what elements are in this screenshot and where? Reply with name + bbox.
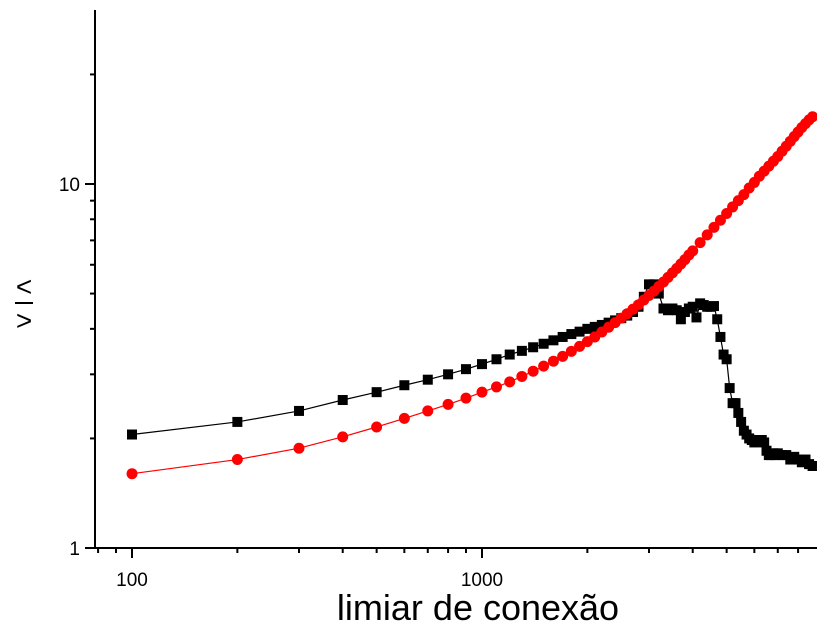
series-0-point xyxy=(687,301,698,312)
x-axis-title: limiar de conexão xyxy=(337,587,619,628)
series-1-point xyxy=(701,229,713,241)
series-1-point xyxy=(538,360,550,372)
series-0-point xyxy=(736,416,747,427)
y-axis-label: < > xyxy=(15,271,33,336)
series-0-point xyxy=(337,395,348,406)
series-1-point xyxy=(126,468,138,480)
series-0-point xyxy=(675,314,686,325)
series-1-point xyxy=(687,245,699,257)
series-0-point xyxy=(574,326,585,337)
y-tick-label: 10 xyxy=(59,175,80,196)
series-1-point xyxy=(694,237,706,249)
series-0-point xyxy=(504,349,515,360)
ticks-layer: 100 1000 1 10 xyxy=(59,73,800,591)
y-label-bottom: > xyxy=(16,305,32,336)
series-1-point xyxy=(708,221,720,233)
series-1-point xyxy=(422,405,434,417)
series-0-point xyxy=(127,429,137,440)
series-0-point xyxy=(491,354,502,365)
series-0-point xyxy=(293,405,304,416)
series-0-point xyxy=(589,321,600,332)
series-0-point xyxy=(721,354,732,365)
series-0-point xyxy=(671,305,682,316)
series-1-point xyxy=(527,365,539,377)
series-0-point xyxy=(596,319,607,330)
series-0-point xyxy=(807,460,817,471)
series-0-point xyxy=(566,329,577,340)
y-tick-label: 1 xyxy=(69,539,80,560)
series-1-point xyxy=(565,345,577,357)
series-1-point xyxy=(231,454,243,466)
series-0-point xyxy=(477,359,487,370)
x-tick-label: 1000 xyxy=(461,570,503,591)
series-0-point xyxy=(557,331,568,342)
series-1-point xyxy=(547,355,559,367)
series-0-point xyxy=(715,331,726,342)
series-0-point xyxy=(528,342,539,353)
series-0-point xyxy=(538,338,549,349)
series-0-point xyxy=(582,323,593,334)
series-0-point xyxy=(724,383,735,394)
series-0-point xyxy=(733,407,744,418)
series-0-point xyxy=(691,312,702,323)
series-0-point xyxy=(759,437,770,448)
series-0-point xyxy=(232,416,243,427)
series-1-point xyxy=(442,398,454,410)
series-1-point xyxy=(504,376,516,388)
series-1-point xyxy=(371,421,383,433)
series-layer xyxy=(126,111,817,480)
series-1-point xyxy=(557,350,569,362)
series-0-point xyxy=(516,345,527,356)
series-0-point xyxy=(371,387,382,398)
series-0-point xyxy=(399,380,410,391)
series-0-point xyxy=(422,374,433,385)
series-1-point xyxy=(460,392,472,404)
series-1-point xyxy=(476,386,488,398)
axes-layer xyxy=(94,10,817,549)
series-1-point xyxy=(398,412,410,424)
series-0-point xyxy=(460,364,471,375)
series-0-point xyxy=(708,301,719,312)
series-0-point xyxy=(712,314,723,325)
series-0-point xyxy=(443,369,454,380)
series-1-point xyxy=(293,442,305,454)
series-1-point xyxy=(516,370,528,382)
series-0-point xyxy=(730,398,741,409)
series-1-point xyxy=(807,111,817,123)
x-tick-label: 100 xyxy=(116,570,148,591)
series-1-point xyxy=(337,431,349,443)
series-0-point xyxy=(548,335,559,346)
series-1-point xyxy=(490,381,502,393)
y-label-top: < xyxy=(16,271,32,302)
